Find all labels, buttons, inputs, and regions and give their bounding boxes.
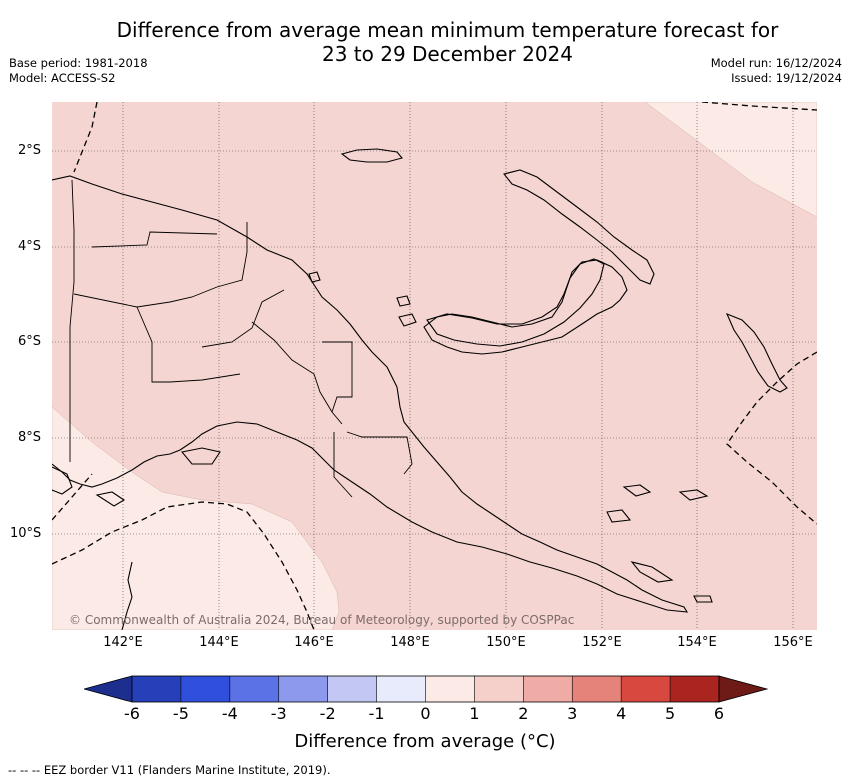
map-canvas xyxy=(52,102,817,630)
colorbar-segment xyxy=(474,676,524,702)
lat-label-10s: 10°S xyxy=(10,526,42,541)
huon-peninsula xyxy=(423,259,628,355)
meta-left: Base period: 1981-2018 Model: ACCESS-S2 xyxy=(9,56,148,86)
lon-label-156e: 156°E xyxy=(773,635,813,650)
louisiade xyxy=(630,561,674,583)
eez-north-west xyxy=(73,102,98,173)
dentrecasteaux xyxy=(606,509,632,523)
colorbar-segment xyxy=(572,676,622,702)
coastlines xyxy=(52,148,788,630)
eez-legend-note: -- -- -- EEZ border V11 (Flanders Marine… xyxy=(8,763,331,777)
issued-date: Issued: 19/12/2024 xyxy=(731,71,842,85)
meta-right: Model run: 16/12/2024 Issued: 19/12/2024 xyxy=(711,56,842,86)
anomaly-fill-0-to-1-southwest xyxy=(52,406,340,630)
colorbar-segment xyxy=(180,676,231,702)
fly-river-delta xyxy=(180,447,221,465)
colorbar-tick-label: 5 xyxy=(664,704,676,723)
model-run: Model run: 16/12/2024 xyxy=(710,56,842,70)
eez-north-east xyxy=(701,102,817,111)
province-border-1 xyxy=(73,222,248,308)
colorbar-tick-label: -4 xyxy=(221,704,238,723)
lat-label-8s: 8°S xyxy=(18,430,42,445)
colorbar-extension-low xyxy=(84,675,133,703)
title-line-2: 23 to 29 December 2024 xyxy=(321,42,573,66)
map-panel xyxy=(52,102,817,630)
colorbar-segment xyxy=(621,676,671,702)
png-indonesia-border xyxy=(69,179,75,462)
colorbar-label: Difference from average (°C) xyxy=(294,731,556,752)
colorbar-extension-high xyxy=(718,675,768,703)
colorbar-tick-label: 0 xyxy=(420,704,431,723)
lat-label-4s: 4°S xyxy=(18,239,42,254)
colorbar-tick-label: 2 xyxy=(518,704,529,723)
colorbar-segment xyxy=(278,676,329,702)
colorbar-segment xyxy=(523,676,573,702)
political-borders xyxy=(69,179,413,498)
trobriand-islands xyxy=(622,484,652,497)
colorbar-segment xyxy=(670,676,720,702)
eez-south-west xyxy=(52,473,93,521)
lon-label-150e: 150°E xyxy=(486,635,526,650)
lon-label-148e: 148°E xyxy=(390,635,430,650)
colorbar-segment xyxy=(229,676,280,702)
woodlark-island xyxy=(678,489,709,501)
colorbar-tick-label: 1 xyxy=(469,704,480,723)
base-period: Base period: 1981-2018 xyxy=(9,56,148,70)
model-name: Model: ACCESS-S2 xyxy=(9,71,116,85)
colorbar-tick-label: 4 xyxy=(616,704,627,723)
colorbar-tick-label: -1 xyxy=(368,704,385,723)
title-line-1: Difference from average mean minimum tem… xyxy=(116,18,779,42)
province-border-2 xyxy=(136,306,241,383)
lon-label-146e: 146°E xyxy=(294,635,334,650)
copyright-notice: © Commonwealth of Australia 2024, Bureau… xyxy=(69,613,575,627)
torres-strait-islands xyxy=(95,491,126,507)
colorbar-frame xyxy=(131,675,720,703)
anomaly-fill-0-to-1-northeast xyxy=(644,102,817,218)
colorbar-segment xyxy=(376,676,426,702)
eez-borders xyxy=(52,102,817,630)
long-island xyxy=(398,313,417,327)
province-border-7 xyxy=(346,431,413,475)
province-border-5 xyxy=(201,289,285,348)
lon-label-154e: 154°E xyxy=(677,635,717,650)
lat-label-6s: 6°S xyxy=(18,334,42,349)
umboi-island xyxy=(396,295,411,307)
colorbar-segment xyxy=(327,676,378,702)
colorbar-tick-label: 3 xyxy=(567,704,578,723)
chart-title: Difference from average mean minimum tem… xyxy=(95,18,800,66)
new-guinea-coast xyxy=(52,175,689,613)
graticule xyxy=(52,102,817,630)
manus-island xyxy=(340,148,403,163)
new-ireland xyxy=(503,169,655,285)
eez-south xyxy=(52,501,315,630)
bougainville xyxy=(725,312,788,393)
cape-york xyxy=(121,561,133,630)
rossel-island xyxy=(693,595,713,603)
new-britain xyxy=(426,258,605,347)
colorbar-tick-label: -2 xyxy=(319,704,336,723)
province-border-3 xyxy=(91,231,218,248)
frederik-hendrik xyxy=(52,466,73,495)
colorbar-tick-label: 6 xyxy=(713,704,725,723)
lon-label-152e: 152°E xyxy=(582,635,622,650)
colorbar-segment xyxy=(425,676,475,702)
colorbar-segment xyxy=(132,676,182,702)
lon-label-144e: 144°E xyxy=(199,635,239,650)
lon-label-142e: 142°E xyxy=(103,635,143,650)
colorbar-tick-label: -6 xyxy=(124,704,140,723)
colorbar-tick-label: -3 xyxy=(270,704,287,723)
lat-label-2s: 2°S xyxy=(18,143,42,158)
colorbar-segments xyxy=(84,675,768,703)
province-border-6 xyxy=(322,341,353,413)
colorbar-tick-label: -5 xyxy=(172,704,189,723)
colorbar xyxy=(84,675,768,703)
province-border-8 xyxy=(333,432,353,498)
karkar-islands xyxy=(308,271,321,283)
